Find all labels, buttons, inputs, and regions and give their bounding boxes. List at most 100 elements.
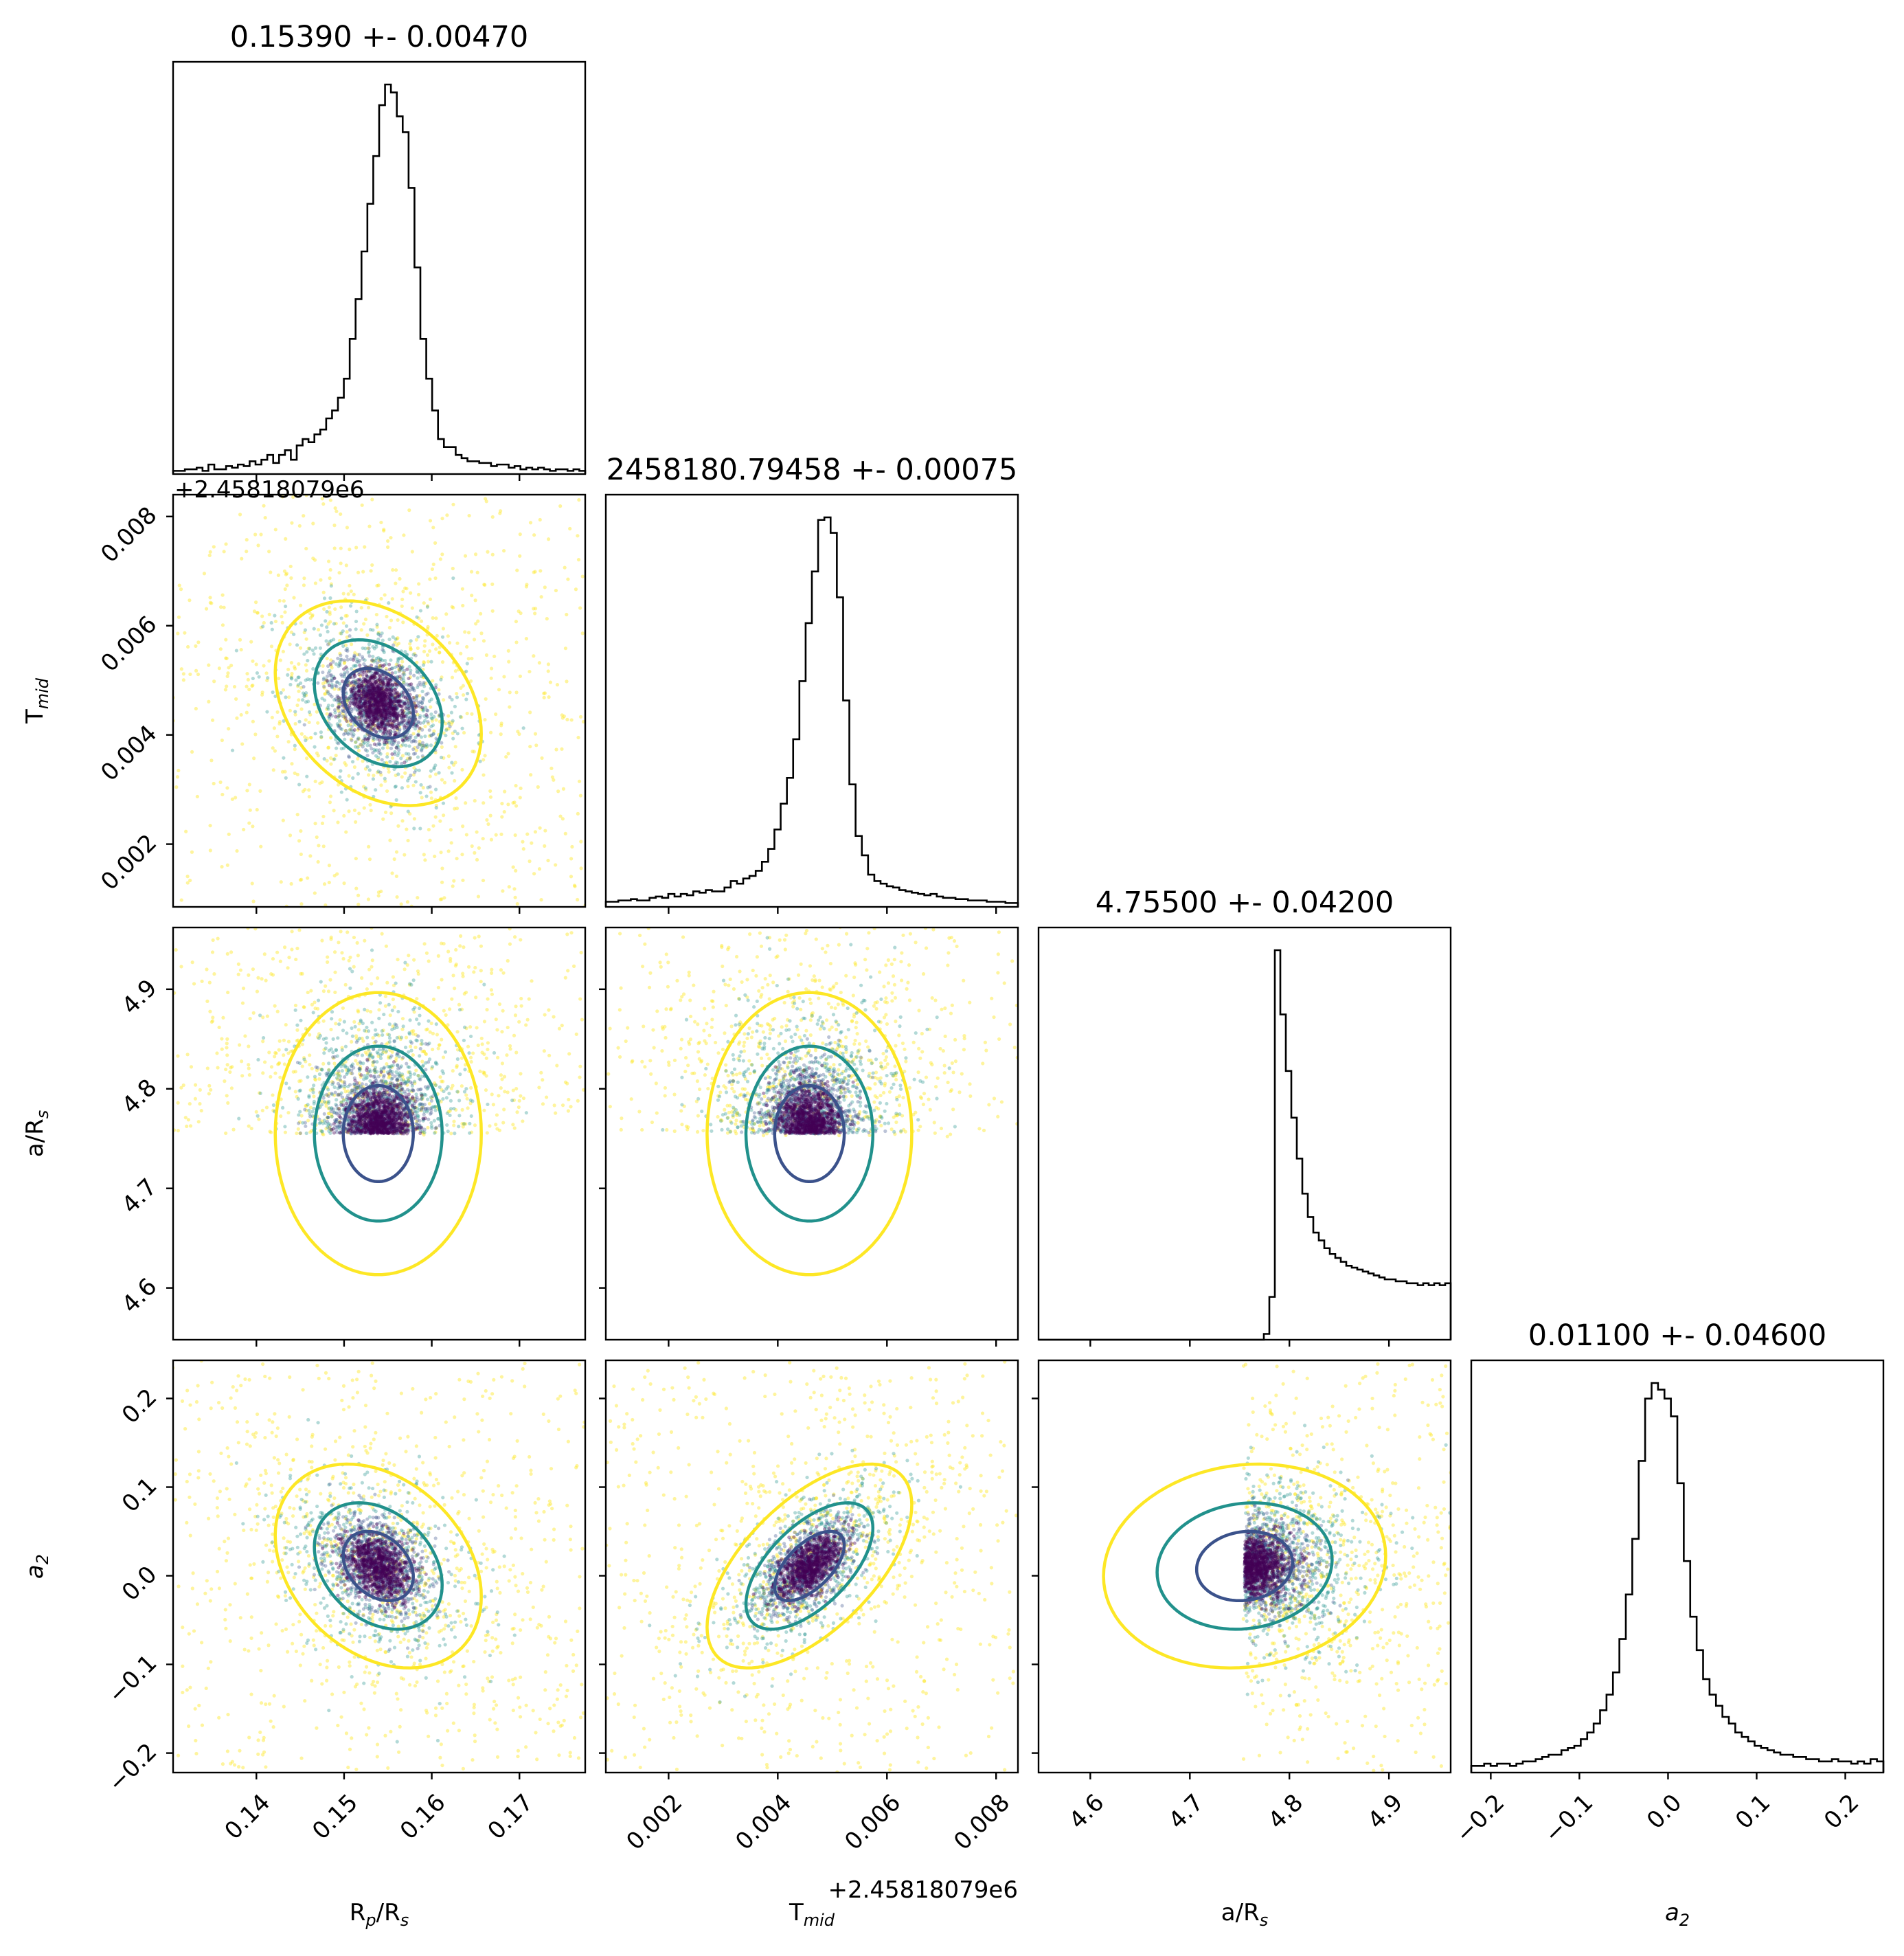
scatter-point xyxy=(387,719,392,723)
scatter-point xyxy=(486,822,490,827)
scatter-point xyxy=(370,726,374,730)
scatter-point xyxy=(381,712,385,716)
scatter-point xyxy=(363,703,367,707)
scatter-point xyxy=(530,979,534,983)
scatter-point xyxy=(379,783,383,787)
scatter-point xyxy=(310,614,315,618)
scatter-point xyxy=(333,684,337,688)
scatter-point xyxy=(366,705,370,709)
scatter-point xyxy=(245,538,249,542)
scatter-point xyxy=(508,942,512,946)
scatter-point xyxy=(386,682,390,686)
scatter-point xyxy=(381,680,385,684)
scatter-point xyxy=(412,766,416,770)
scatter-point xyxy=(581,719,585,724)
scatter-point xyxy=(361,745,365,749)
scatter-point xyxy=(393,705,397,709)
scatter-point xyxy=(293,771,297,776)
scatter-point xyxy=(300,1064,304,1068)
scatter-point xyxy=(359,706,363,710)
scatter-point xyxy=(483,583,487,587)
scatter-point xyxy=(189,1065,194,1069)
scatter-point xyxy=(352,728,356,732)
scatter-point xyxy=(308,1053,312,1057)
scatter-point xyxy=(381,715,385,719)
scatter-point xyxy=(384,723,388,727)
scatter-point xyxy=(381,686,385,691)
scatter-point xyxy=(348,657,353,662)
scatter-point xyxy=(388,717,392,721)
scatter-point xyxy=(372,710,376,714)
scatter-point xyxy=(354,740,358,744)
scatter-point xyxy=(500,1030,504,1034)
scatter-point xyxy=(513,1013,518,1018)
scatter-point xyxy=(476,895,481,899)
scatter-point xyxy=(398,699,402,704)
scatter-point xyxy=(508,1044,512,1048)
scatter-point xyxy=(354,664,358,668)
scatter-point xyxy=(354,857,358,861)
scatter-point xyxy=(425,708,430,712)
scatter-point xyxy=(257,1117,261,1121)
scatter-point xyxy=(371,683,375,687)
scatter-point xyxy=(397,703,401,707)
scatter-point xyxy=(430,567,434,572)
scatter-point xyxy=(383,676,387,680)
scatter-point xyxy=(395,690,400,695)
scatter-point xyxy=(297,783,302,787)
scatter-point xyxy=(188,878,192,883)
scatter-point xyxy=(392,696,396,701)
scatter-point xyxy=(483,717,487,722)
scatter-point xyxy=(525,832,530,836)
scatter-point xyxy=(392,706,396,710)
scatter-point xyxy=(398,695,402,699)
scatter-point xyxy=(354,704,358,708)
scatter-point xyxy=(378,698,382,702)
scatter-point xyxy=(418,726,422,730)
scatter-point xyxy=(420,1039,424,1043)
scatter-point xyxy=(378,695,383,699)
scatter-point xyxy=(595,675,598,678)
scatter-point xyxy=(381,706,385,710)
scatter-point xyxy=(398,676,403,680)
scatter-point xyxy=(247,703,251,707)
scatter-point xyxy=(367,705,372,709)
scatter-point xyxy=(417,768,421,772)
scatter-point xyxy=(339,657,344,662)
scatter-point xyxy=(352,701,356,706)
scatter-point xyxy=(429,743,433,747)
scatter-point xyxy=(370,725,374,730)
scatter-point xyxy=(345,1031,349,1035)
scatter-point xyxy=(416,733,420,737)
scatter-point xyxy=(251,719,255,723)
scatter-point xyxy=(477,934,481,938)
scatter-point xyxy=(235,716,239,720)
scatter-point xyxy=(362,670,366,675)
scatter-point xyxy=(400,775,404,779)
scatter-point xyxy=(412,701,417,706)
scatter-point xyxy=(382,721,386,725)
scatter-point xyxy=(332,873,337,878)
scatter-point xyxy=(376,690,380,695)
scatter-point xyxy=(325,678,329,682)
scatter-point xyxy=(414,638,418,642)
scatter-point xyxy=(506,1090,510,1094)
scatter-point xyxy=(405,667,409,671)
scatter-point xyxy=(383,708,387,712)
scatter-point xyxy=(499,832,503,836)
scatter-point xyxy=(438,651,442,655)
scatter-point xyxy=(383,693,387,698)
scatter-point xyxy=(409,710,413,715)
scatter-point xyxy=(403,738,407,742)
scatter-point xyxy=(383,716,387,721)
scatter-point xyxy=(376,630,381,635)
scatter-point xyxy=(401,1055,405,1059)
scatter-point xyxy=(374,708,378,712)
scatter-point xyxy=(348,628,352,632)
scatter-point xyxy=(377,709,381,714)
scatter-point xyxy=(400,1017,405,1021)
scatter-point xyxy=(284,1081,288,1086)
scatter-point xyxy=(394,1070,398,1074)
scatter-point xyxy=(337,696,341,700)
scatter-point xyxy=(248,808,252,812)
